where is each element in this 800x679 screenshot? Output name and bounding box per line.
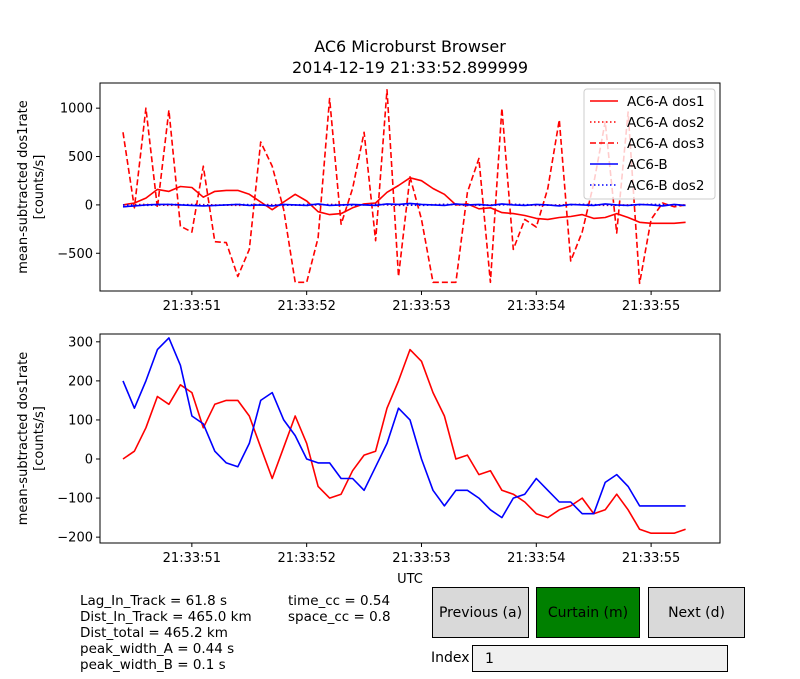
stat-time-cc: time_cc = 0.54 — [288, 593, 391, 609]
series-line — [122, 337, 686, 519]
y-tick-label: −200 — [57, 531, 93, 546]
legend-box — [583, 88, 716, 200]
y-tick-label: 500 — [68, 150, 93, 165]
y-axis-label: [counts/s] — [32, 406, 47, 471]
y-axis-label: mean-subtracted dos1rate — [16, 100, 31, 274]
y-tick-label: 1000 — [60, 102, 93, 117]
y-tick-label: 0 — [85, 453, 93, 468]
y-tick-label: −100 — [57, 492, 93, 507]
stat-dist-in-track: Dist_In_Track = 465.0 km — [80, 609, 252, 625]
y-axis-label: mean-subtracted dos1rate — [16, 352, 31, 526]
plot-area — [122, 89, 686, 285]
bottom-axes: −200 −100 0 100 200 300 21:33:51 21:33:52 21:33:… — [16, 333, 721, 587]
y-tick-label: 0 — [85, 198, 93, 213]
x-axis-label: UTC — [397, 572, 423, 587]
next-button[interactable]: Next (d) — [648, 587, 745, 638]
legend-entry: AC6-B — [627, 157, 668, 173]
x-tick-label: 21:33:54 — [507, 299, 565, 314]
legend-entry: AC6-A dos1 — [627, 94, 705, 110]
index-label: Index — [431, 650, 470, 666]
plot-area — [122, 337, 686, 535]
x-tick-label: 21:33:53 — [392, 551, 450, 566]
x-tick-label: 21:33:55 — [622, 551, 680, 566]
stat-lag-in-track: Lag_In_Track = 61.8 s — [80, 593, 228, 609]
x-tick-label: 21:33:52 — [277, 299, 335, 314]
x-tick-label: 21:33:55 — [622, 299, 680, 314]
y-tick-label: −500 — [57, 247, 93, 262]
curtain-button[interactable]: Curtain (m) — [536, 587, 640, 638]
x-tick-label: 21:33:51 — [163, 551, 221, 566]
x-tick-label: 21:33:52 — [277, 551, 335, 566]
previous-button[interactable]: Previous (a) — [432, 587, 529, 638]
series-line — [122, 89, 686, 285]
stat-peak-width-b: peak_width_B = 0.1 s — [80, 657, 226, 673]
y-axis-label: [counts/s] — [32, 155, 47, 220]
y-tick-label: 200 — [68, 374, 93, 389]
stat-space-cc: space_cc = 0.8 — [288, 609, 391, 625]
y-tick-label: 100 — [68, 413, 93, 428]
x-tick-label: 21:33:54 — [507, 551, 565, 566]
series-line — [122, 348, 686, 535]
chart-title-line1: AC6 Microburst Browser — [314, 37, 506, 56]
legend-entry: AC6-A dos2 — [627, 115, 705, 131]
series-line — [122, 177, 686, 225]
axes-frame — [99, 333, 721, 544]
stat-peak-width-a: peak_width_A = 0.44 s — [80, 641, 235, 657]
legend-entry: AC6-B dos2 — [627, 178, 704, 194]
y-tick-label: 300 — [68, 335, 93, 350]
x-tick-label: 21:33:53 — [392, 299, 450, 314]
axes-frame — [99, 82, 721, 292]
chart-title-line2: 2014-12-19 21:33:52.899999 — [292, 58, 528, 77]
x-tick-label: 21:33:51 — [163, 299, 221, 314]
stat-dist-total: Dist_total = 465.2 km — [80, 625, 228, 641]
legend-entry: AC6-A dos3 — [627, 136, 705, 152]
index-input[interactable]: 1 — [472, 645, 728, 672]
top-axes: −500 0 500 1000 21:33:51 21:33:52 21:33:53 21:3… — [16, 82, 721, 314]
